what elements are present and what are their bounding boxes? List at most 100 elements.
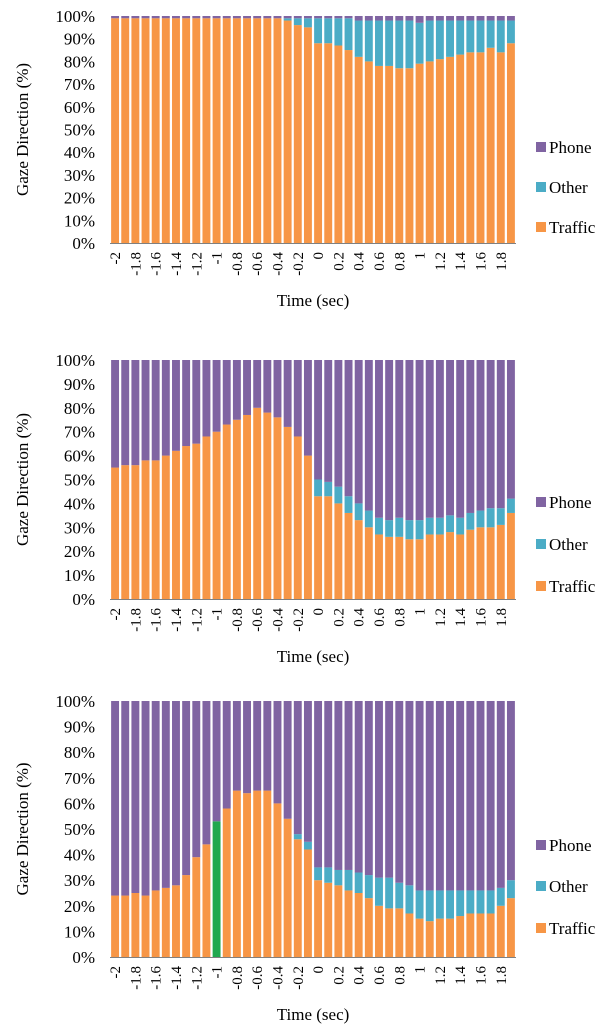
x-tick-label: -1.2 xyxy=(189,966,205,990)
bar-traffic xyxy=(111,895,120,957)
bar-other xyxy=(395,517,404,537)
y-tick-label: 10% xyxy=(64,922,95,941)
bar-phone xyxy=(476,16,485,21)
bar-traffic xyxy=(486,47,495,243)
y-tick-label: 100% xyxy=(55,7,95,26)
bar-other xyxy=(324,867,333,883)
bar-phone xyxy=(192,16,201,19)
bar-traffic xyxy=(263,18,272,243)
bar-phone xyxy=(161,16,170,19)
bar-phone xyxy=(293,16,302,19)
y-tick-label: 70% xyxy=(64,75,95,94)
y-axis-title: Gaze Direction (%) xyxy=(13,63,32,196)
bar-traffic xyxy=(375,534,383,599)
x-tick-label: -1.6 xyxy=(149,966,165,990)
x-tick-label: -0.2 xyxy=(291,608,307,632)
bar-traffic xyxy=(283,20,292,243)
x-tick-label: 0 xyxy=(311,252,327,260)
bar-traffic xyxy=(232,790,241,957)
bar-traffic xyxy=(506,898,515,957)
bar-phone xyxy=(324,701,333,868)
legend-label-traffic: Traffic xyxy=(549,218,596,237)
bar-traffic xyxy=(385,65,394,243)
bar-other xyxy=(364,20,373,62)
bar-phone xyxy=(344,16,353,19)
legend-label-traffic: Traffic xyxy=(549,919,596,938)
bar-traffic xyxy=(212,821,221,957)
y-tick-label: 50% xyxy=(64,471,95,490)
bar-other xyxy=(334,18,343,46)
bar-traffic xyxy=(212,431,221,599)
bar-phone xyxy=(375,16,383,21)
bar-traffic xyxy=(172,450,180,599)
x-tick-label: 0.4 xyxy=(352,608,368,627)
bar-phone xyxy=(496,360,505,509)
bar-traffic xyxy=(202,844,211,957)
y-tick-label: 30% xyxy=(64,871,95,890)
bar-other xyxy=(354,503,363,521)
legend-swatch-traffic xyxy=(536,923,546,933)
x-tick-label: 1.6 xyxy=(473,608,489,627)
bar-phone xyxy=(314,16,323,19)
x-tick-label: -1.4 xyxy=(169,966,185,990)
bar-other xyxy=(496,508,505,525)
x-tick-label: 1 xyxy=(413,966,429,974)
bar-traffic xyxy=(435,59,444,243)
bar-phone xyxy=(314,360,323,480)
bar-traffic xyxy=(141,18,150,243)
bar-other xyxy=(415,890,424,919)
bar-other xyxy=(486,508,495,528)
y-tick-label: 20% xyxy=(64,897,95,916)
x-tick-label: 1 xyxy=(413,252,429,260)
x-tick-label: 0.6 xyxy=(372,608,388,627)
bar-traffic xyxy=(151,460,160,599)
bar-phone xyxy=(466,360,475,513)
x-tick-label: 1.8 xyxy=(494,966,510,985)
bar-traffic xyxy=(303,455,312,599)
y-tick-label: 80% xyxy=(64,52,95,71)
x-tick-label: -1.2 xyxy=(189,608,205,632)
bar-other xyxy=(293,18,302,26)
legend-swatch-phone xyxy=(536,142,546,152)
bar-other xyxy=(324,18,333,44)
bar-other xyxy=(314,18,323,44)
bar-traffic xyxy=(354,893,363,957)
bar-phone xyxy=(263,16,272,19)
x-tick-label: -1.6 xyxy=(149,608,165,632)
bar-phone xyxy=(212,16,221,19)
x-tick-label: -1 xyxy=(210,608,226,621)
bar-traffic xyxy=(263,412,272,599)
bar-other xyxy=(456,20,465,55)
bar-traffic xyxy=(232,18,241,243)
bar-traffic xyxy=(243,18,251,243)
bar-phone xyxy=(344,701,353,870)
bar-phone xyxy=(182,701,191,876)
bar-phone xyxy=(283,360,292,427)
bar-traffic xyxy=(202,18,211,243)
bar-traffic xyxy=(375,905,383,957)
bar-other xyxy=(344,18,353,51)
bar-traffic xyxy=(466,52,475,243)
legend: Phone Other Traffic xyxy=(536,493,596,596)
bar-other xyxy=(506,880,515,899)
bar-phone xyxy=(121,701,130,896)
bar-traffic xyxy=(395,908,404,957)
bar-other xyxy=(496,887,505,906)
bar-other xyxy=(466,890,475,914)
bar-traffic xyxy=(446,918,454,957)
x-tick-label: -0.6 xyxy=(250,608,266,632)
y-axis-title: Gaze Direction (%) xyxy=(13,762,32,895)
legend-label-traffic: Traffic xyxy=(549,577,596,596)
bar-phone xyxy=(476,360,485,511)
bar-phone xyxy=(506,701,515,881)
bar-phone xyxy=(375,701,383,878)
bar-traffic xyxy=(212,18,221,243)
bar-other xyxy=(466,512,475,530)
bar-traffic xyxy=(415,918,424,957)
bar-phone xyxy=(446,16,454,21)
chart-2: 0% 10% 20% 30% 40% 50% 60% 70% 80% 90% 100% Gaze Di… xyxy=(13,351,596,666)
bar-traffic xyxy=(222,18,231,243)
bar-phone xyxy=(202,360,211,437)
bar-phone xyxy=(405,16,414,21)
bar-other xyxy=(344,869,353,891)
